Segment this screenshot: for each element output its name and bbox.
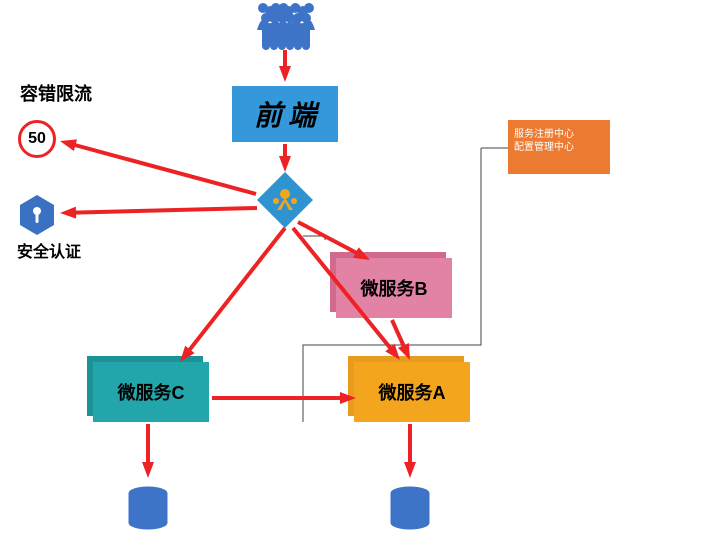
rate-limit-node: 50 xyxy=(18,120,56,158)
service-b-node: 微服务B xyxy=(336,258,452,318)
database-c-icon xyxy=(127,485,169,535)
gateway-node xyxy=(257,172,313,228)
database-icon xyxy=(389,485,431,535)
service-c-node: 微服务C xyxy=(93,362,209,422)
registry-node: 服务注册中心 配置管理中心 xyxy=(508,120,610,174)
registry-line2: 配置管理中心 xyxy=(514,141,574,154)
rate-limit-value: 50 xyxy=(28,130,46,148)
database-a-icon xyxy=(389,485,431,535)
registry-line1: 服务注册中心 xyxy=(514,128,574,141)
security-node xyxy=(20,195,54,235)
frontend-node: 前端 xyxy=(232,86,338,142)
service-b-label: 微服务B xyxy=(361,275,428,301)
frontend-label: 前端 xyxy=(254,94,322,134)
service-a-node: 微服务A xyxy=(354,362,470,422)
rate-limit-label: 容错限流 xyxy=(20,80,92,106)
service-c-label: 微服务C xyxy=(118,379,185,405)
security-label: 安全认证 xyxy=(17,238,81,262)
service-a-label: 微服务A xyxy=(379,379,446,405)
users-icon xyxy=(257,0,315,52)
database-icon xyxy=(127,485,169,535)
